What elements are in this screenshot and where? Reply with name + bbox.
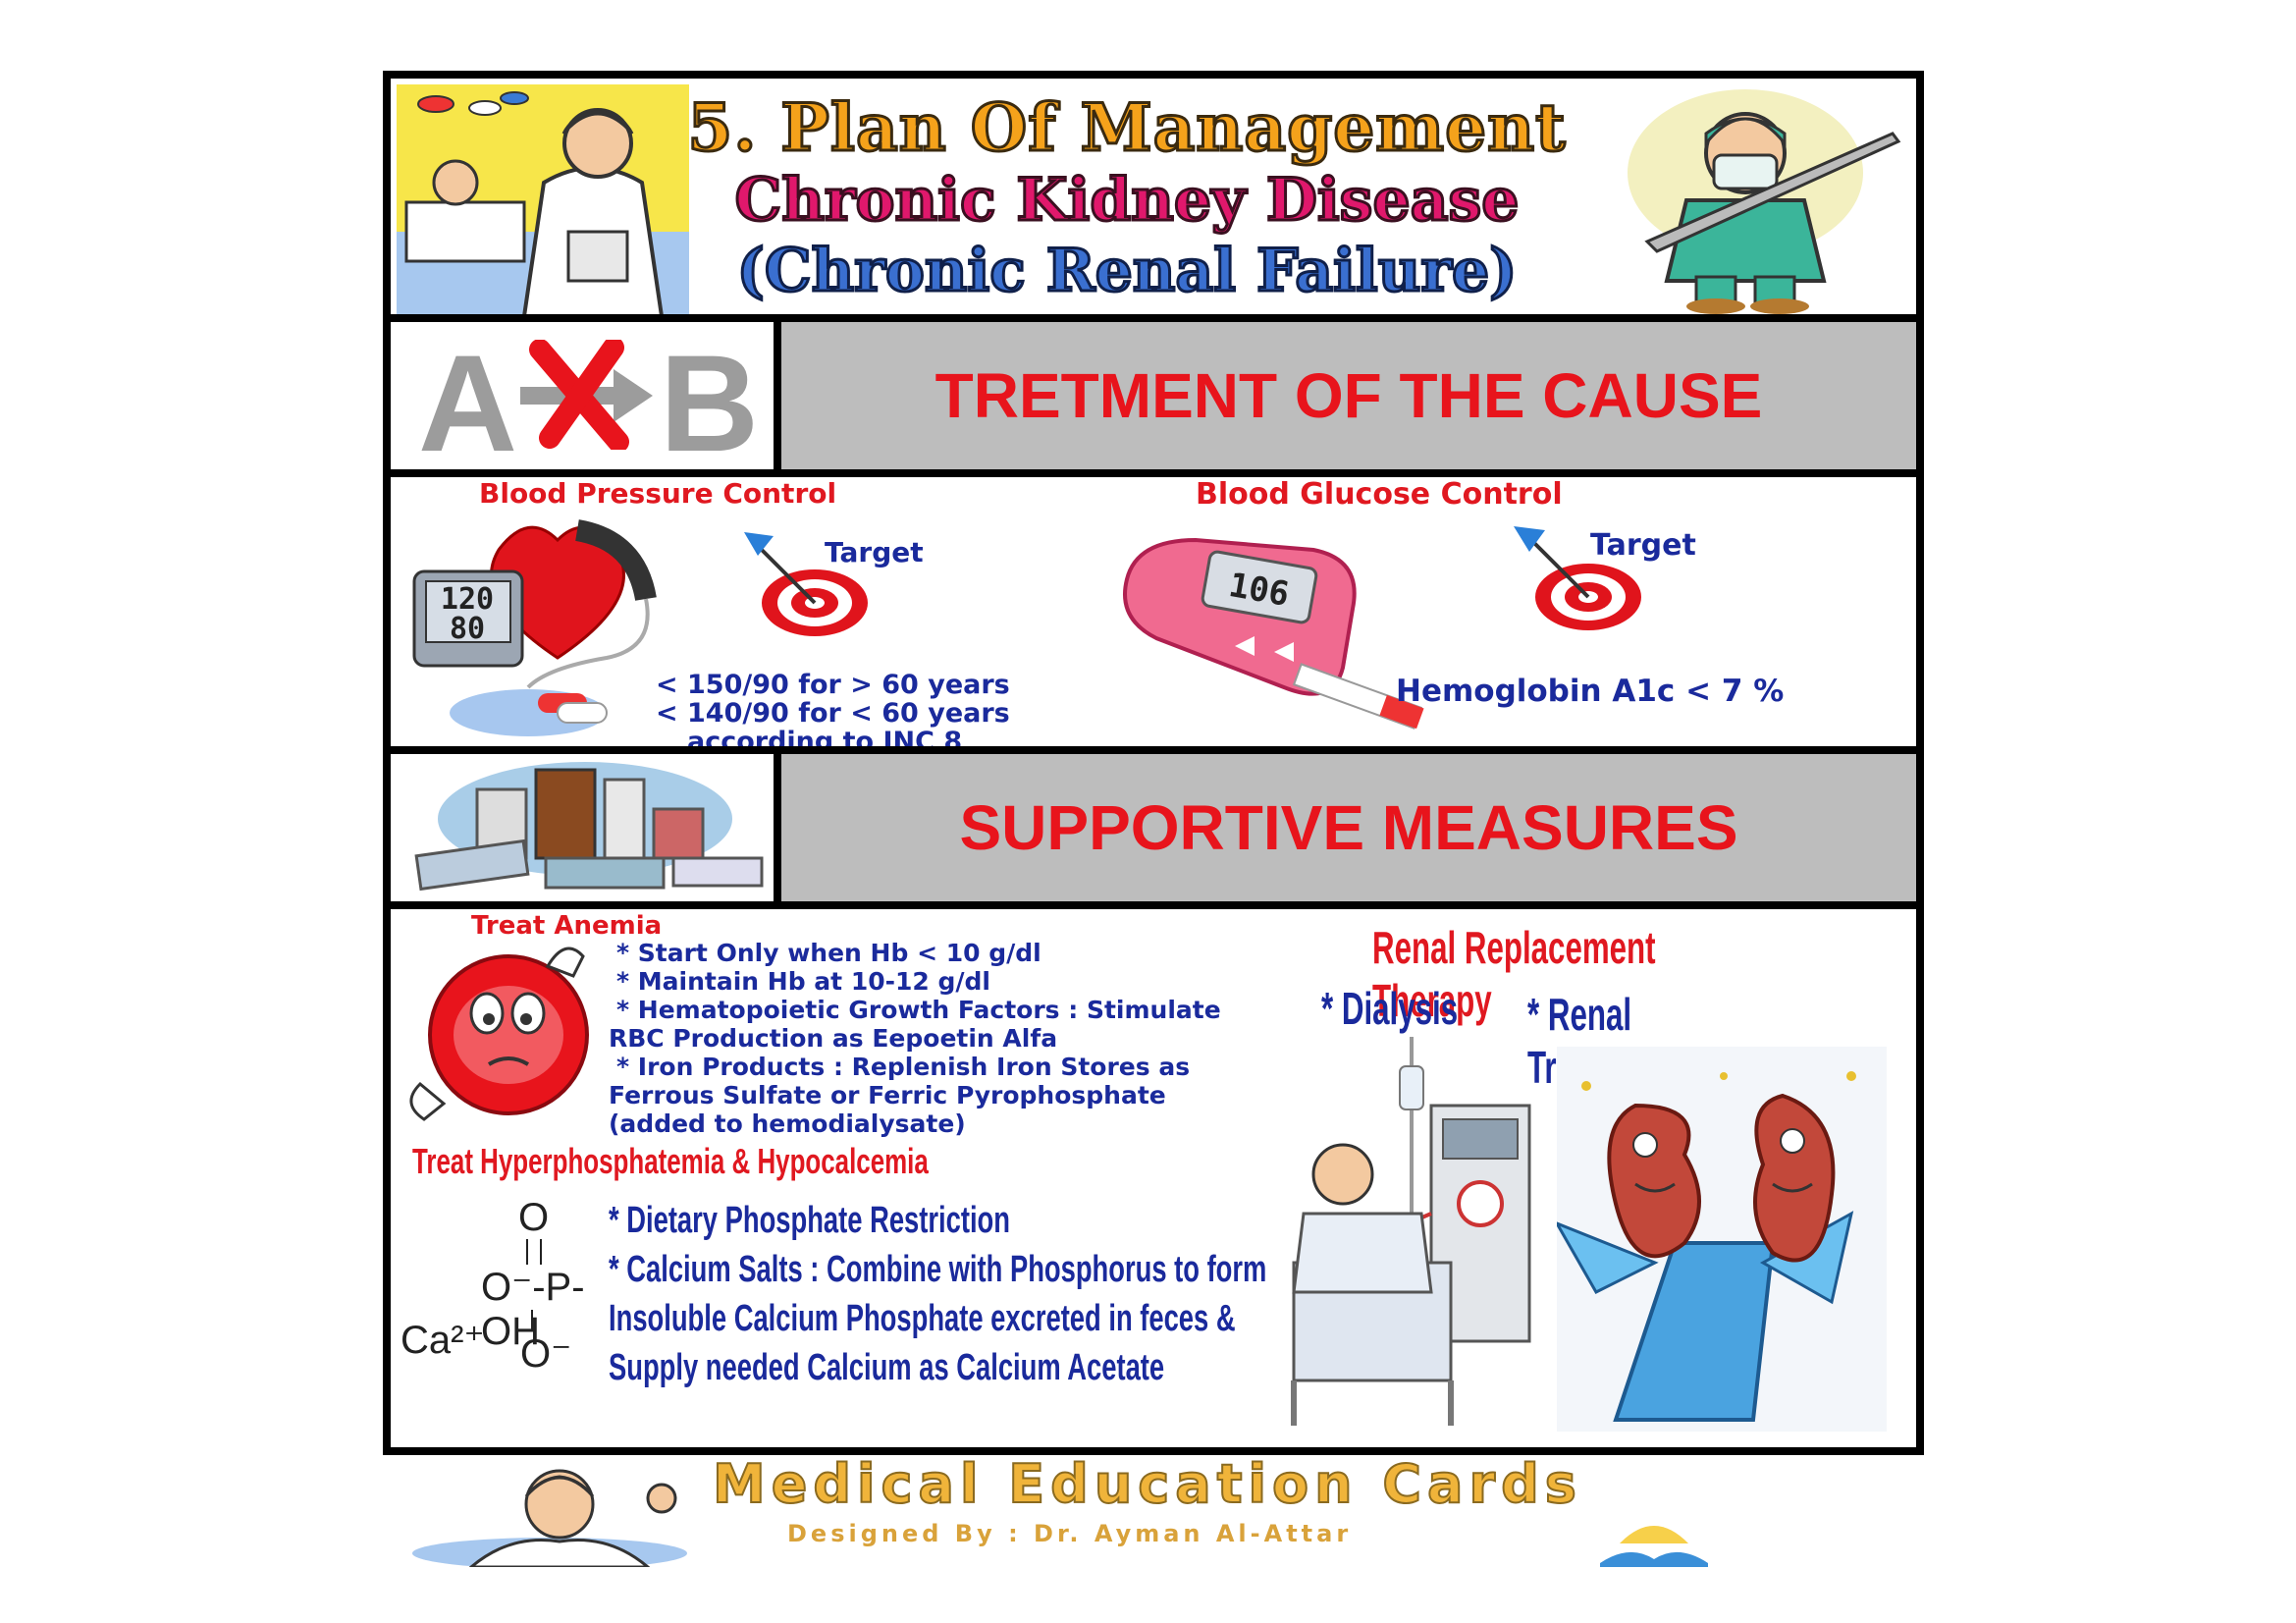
glucose-meter-icon: 106 — [1123, 537, 1424, 730]
letter-a: A — [418, 326, 518, 480]
anemia-bullet-3: * Hematopoietic Growth Factors : Stimula… — [616, 996, 1221, 1024]
doctor-illustration — [397, 84, 689, 316]
rrt-dialysis: * Dialysis — [1321, 983, 1459, 1034]
surgeon-illustration — [1628, 89, 1901, 314]
bp-monitor-top: 120 — [441, 582, 494, 617]
a-to-b-icon: A B — [402, 326, 768, 480]
dialysis-illustration — [1291, 1037, 1531, 1426]
bp-title: Blood Pressure Control — [479, 477, 837, 510]
phosphate-bullet-2-cont: Insoluble Calcium Phosphate excreted in … — [609, 1298, 1236, 1339]
footer: Medical Education Cards Designed By : Dr… — [402, 1452, 1914, 1577]
formula-single-bond — [531, 1310, 533, 1331]
anemia-bullet-1: * Start Only when Hb < 10 g/dl — [616, 939, 1041, 967]
formula-o-bottom: O⁻ — [520, 1332, 572, 1376]
open-book-sun-logo — [1600, 1526, 1708, 1567]
anemia-bullet-2: * Maintain Hb at 10-12 g/dl — [616, 967, 990, 996]
cause-title: TRETMENT OF THE CAUSE — [934, 360, 1763, 431]
formula-o-top: O — [518, 1196, 550, 1239]
anemia-title: Treat Anemia — [471, 911, 663, 941]
glucose-target-line: Hemoglobin A1c < 7 % — [1396, 674, 1785, 709]
rrt-title: Renal Replacement Therapy — [1372, 922, 1656, 1026]
phosphate-bullet-1: * Dietary Phosphate Restriction — [609, 1200, 1010, 1241]
control-row: Blood Pressure Control 120 80 Target < 1… — [391, 477, 1916, 757]
kidney-transplant-illustration — [1557, 1047, 1887, 1432]
anemia-bullet-4: * Iron Products : Replenish Iron Stores … — [616, 1053, 1191, 1081]
red-blood-cell-character — [409, 947, 589, 1121]
supportive-banner: SUPPORTIVE MEASURES — [774, 754, 1916, 901]
supportive-title: SUPPORTIVE MEASURES — [959, 792, 1738, 863]
doctor-mascot-icon — [412, 1469, 687, 1567]
cause-banner: TRETMENT OF THE CAUSE — [774, 322, 1916, 469]
phosphate-bullet-2-end: Supply needed Calcium as Calcium Acetate — [609, 1347, 1165, 1388]
title-line-2: Chronic Kidney Disease — [733, 165, 1521, 237]
phosphate-title: Treat Hyperphosphatemia & Hypocalcemia — [412, 1141, 929, 1181]
glucose-target-label: Target — [1590, 528, 1696, 563]
bp-target-label: Target — [825, 536, 924, 568]
anemia-bullet-4-cont: Ferrous Sulfate or Ferric Pyrophosphate — [609, 1081, 1166, 1109]
formula-calcium: Ca²⁺ — [400, 1319, 485, 1362]
glucose-title: Blood Glucose Control — [1196, 477, 1563, 512]
info-card: 5. Plan Of Management Chronic Kidney Dis… — [383, 71, 1924, 1455]
anemia-bullet-3-cont: RBC Production as Eepoetin Alfa — [609, 1024, 1058, 1053]
formula-middle: O⁻-P-OH — [481, 1266, 585, 1353]
header-row: 5. Plan Of Management Chronic Kidney Dis… — [391, 79, 1916, 322]
title-line-1: 5. Plan Of Management — [686, 89, 1567, 167]
title-line-3: (Chronic Renal Failure) — [735, 236, 1519, 307]
heart-bp-monitor-icon: 120 80 — [412, 519, 657, 736]
medicines-illustration — [414, 762, 764, 892]
footer-designer: Designed By : Dr. Ayman Al-Attar — [787, 1520, 1353, 1547]
bp-target-line-2: < 140/90 for < 60 years — [656, 698, 1010, 729]
letter-b: B — [660, 326, 760, 480]
formula-double-bond — [526, 1239, 542, 1265]
bp-monitor-bottom: 80 — [450, 612, 485, 646]
cause-row: A B TRETMENT OF THE CAUSE — [391, 322, 1916, 480]
supportive-row: SUPPORTIVE MEASURES — [391, 754, 1916, 901]
phosphate-formula: O O⁻-P-OH O⁻ Ca²⁺ — [391, 1196, 607, 1392]
treatment-row: Treat Anemia * Start Only when Hb < 10 g… — [391, 909, 1916, 1451]
bp-target-line-1: < 150/90 for > 60 years — [656, 670, 1010, 700]
phosphate-bullet-2: * Calcium Salts : Combine with Phosphoru… — [609, 1249, 1267, 1290]
bp-target-icon — [744, 532, 868, 636]
crossed-arrow-icon — [520, 340, 653, 450]
footer-brand: Medical Education Cards — [712, 1452, 1582, 1516]
anemia-bullet-4-note: (added to hemodialysate) — [609, 1109, 966, 1138]
glucose-target-icon — [1514, 526, 1641, 630]
header-title: 5. Plan Of Management Chronic Kidney Dis… — [685, 89, 1569, 307]
